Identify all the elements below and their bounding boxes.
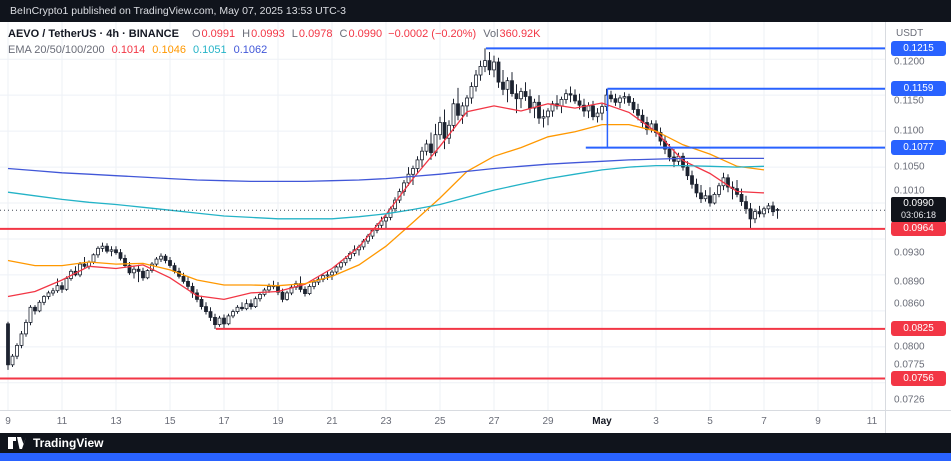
time-tick: 9 [5,416,11,427]
symbol-title[interactable]: AEVO / TetherUS · 4h · BINANCE [8,28,179,40]
candlestick-chart[interactable] [0,22,885,410]
low-label: L [291,28,298,40]
time-tick: 21 [326,416,338,427]
current-price-value: 0.0990 [903,198,934,210]
close-value: 0.0990 [348,28,383,40]
close-label: C [339,28,348,40]
attribution-bar: BeInCrypto1 published on TradingView.com… [0,0,951,22]
price-level-label: 0.0825 [891,321,946,337]
volume-label: Vol [483,28,499,40]
price-axis[interactable]: USDT 0.1200 0.1150 0.1100 0.1050 0.1010 0.093… [885,22,951,410]
axis-corner [885,410,951,433]
time-tick: 3 [653,416,659,427]
tradingview-brand[interactable]: TradingView [33,436,104,450]
ema50-value: 0.1046 [152,44,186,56]
time-tick: May [592,416,612,427]
time-tick: 11 [866,416,878,427]
price-level-label: 0.0756 [891,370,946,386]
ema-indicator-label[interactable]: EMA 20/50/100/200 [8,44,105,56]
time-tick: 19 [272,416,284,427]
time-tick: 13 [110,416,122,427]
ema-indicator-row: EMA 20/50/100/200 0.1014 0.1046 0.1051 0.106… [8,42,541,58]
bottom-blue-strip [0,453,951,461]
chart-canvas[interactable]: AEVO / TetherUS · 4h · BINANCE O0.0991 H0.… [0,22,885,410]
levels-layer[interactable] [0,47,885,380]
price-level-label: 0.0964 [891,221,946,237]
price-tick: 0.1010 [894,185,925,197]
price-tick: 0.0775 [894,359,925,371]
chart-legend: AEVO / TetherUS · 4h · BINANCE O0.0991 H0.… [8,26,541,58]
price-tick: 0.1200 [894,56,925,68]
time-tick: 17 [218,416,230,427]
ema20-value: 0.1014 [111,44,146,56]
attribution-text: BeInCrypto1 published on TradingView.com… [10,5,346,17]
open-label: O [191,28,201,40]
time-tick: 15 [164,416,176,427]
candles-layer [6,48,780,370]
price-tick: 0.0726 [894,394,925,406]
time-tick: 5 [707,416,713,427]
time-axis[interactable]: 9 11 13 15 17 19 21 23 25 27 29 May 3 5 7 9 11 [0,410,885,433]
low-value: 0.0978 [298,28,333,40]
price-tick: 0.1100 [894,125,924,137]
volume-value: 360.92K [499,28,541,40]
price-level-label: 0.1077 [891,140,946,156]
price-tick: 0.0800 [894,341,925,353]
ema100-value: 0.1051 [192,44,227,56]
price-tick: 0.0890 [894,276,925,288]
ema-100-line [7,164,765,220]
price-tick: 0.1150 [894,95,924,107]
ema200-value: 0.1062 [233,44,268,56]
time-tick: 9 [815,416,821,427]
time-tick: 25 [434,416,446,427]
price-level-label: 0.1159 [891,81,946,97]
price-tick: 0.0860 [894,298,925,310]
symbol-row: AEVO / TetherUS · 4h · BINANCE O0.0991 H0.… [8,26,541,42]
ema-200-line [7,157,764,183]
ema-lines-layer [7,102,765,301]
time-tick: 23 [380,416,392,427]
ema-20-line [7,102,765,301]
tradingview-logo[interactable] [8,437,26,449]
price-tick: 0.1050 [894,161,925,173]
change-value: −0.0002 (−0.20%) [388,28,477,40]
high-label: H [242,28,251,40]
price-tick: 0.0930 [894,247,925,259]
time-tick: 27 [488,416,500,427]
time-tick: 29 [542,416,554,427]
bar-countdown: 03:06:18 [900,210,937,221]
tradingview-logo-glyph [8,437,26,449]
high-value: 0.0993 [251,28,285,40]
footer-bar: TradingView [0,433,951,453]
open-value: 0.0991 [201,28,236,40]
current-price-label: 0.0990 03:06:18 [891,197,946,223]
time-tick: 11 [56,416,68,427]
currency-label: USDT [896,28,924,39]
ema-50-line [7,123,765,287]
time-tick: 7 [761,416,767,427]
price-level-label: 0.1215 [891,40,946,56]
